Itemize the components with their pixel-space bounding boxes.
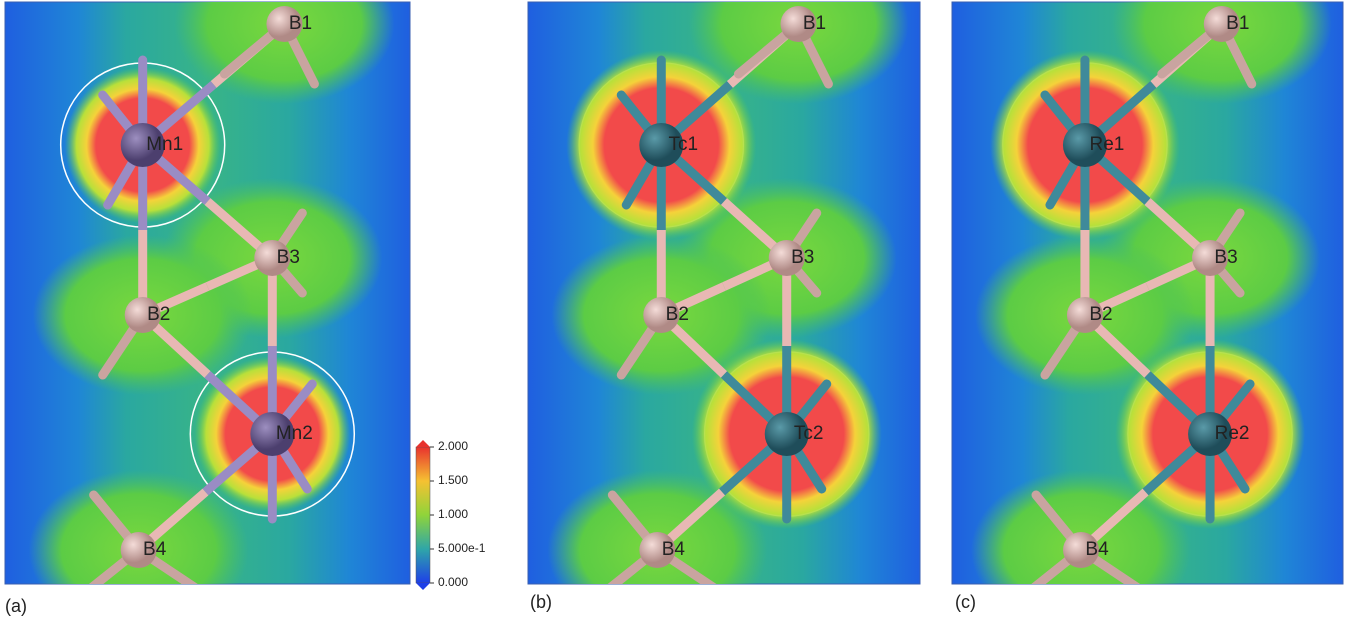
colorbar-tick-label: 1.500 xyxy=(438,473,468,487)
atom-label: B3 xyxy=(277,247,300,268)
atom-label: B3 xyxy=(791,247,814,268)
colorbar-tick-label: 1.000 xyxy=(438,507,468,521)
atom-label: B2 xyxy=(1089,304,1112,325)
atom-label: Mn2 xyxy=(276,423,313,444)
panel: B1 Re1 B3 B2 Re2 B4 xyxy=(952,0,1343,623)
colorbar-tick-label: 2.000 xyxy=(438,439,468,453)
atom-label: B1 xyxy=(289,13,312,34)
atom-label: B4 xyxy=(143,539,167,560)
colorbar-cap xyxy=(416,440,430,447)
panel-label: (c) xyxy=(955,592,976,612)
atom-label: Mn1 xyxy=(146,134,183,155)
atom-label: B4 xyxy=(662,539,686,560)
panel-label: (a) xyxy=(5,596,27,616)
atom-label: Tc2 xyxy=(794,423,824,444)
colorbar-tick-label: 0.000 xyxy=(438,575,468,589)
colorbar-tick-label: 5.000e-1 xyxy=(438,541,486,555)
figure: B1Mn1B3B2Mn2B4(a)B1Tc1B3B2Tc2B4(b)B1Re1B… xyxy=(0,0,1358,623)
atom-label: B1 xyxy=(1226,13,1249,34)
panel: B1 Tc1 B3 B2 Tc2 B4 xyxy=(528,0,920,623)
page: B1Mn1B3B2Mn2B4(a)B1Tc1B3B2Tc2B4(b)B1Re1B… xyxy=(0,0,1358,623)
colorbar-cap xyxy=(416,583,430,590)
panel: B1 Mn1 B3 B2 Mn2 B4 xyxy=(5,0,410,623)
atom-label: B4 xyxy=(1085,539,1109,560)
atom-label: B1 xyxy=(803,13,826,34)
atom-label: B2 xyxy=(666,304,689,325)
atom-label: B3 xyxy=(1214,247,1237,268)
atom-label: Tc1 xyxy=(668,134,698,155)
atom-label: Re2 xyxy=(1215,423,1250,444)
colorbar xyxy=(416,447,430,583)
panel-label: (b) xyxy=(530,592,552,612)
atom-label: B2 xyxy=(147,304,170,325)
atom-label: Re1 xyxy=(1090,134,1125,155)
